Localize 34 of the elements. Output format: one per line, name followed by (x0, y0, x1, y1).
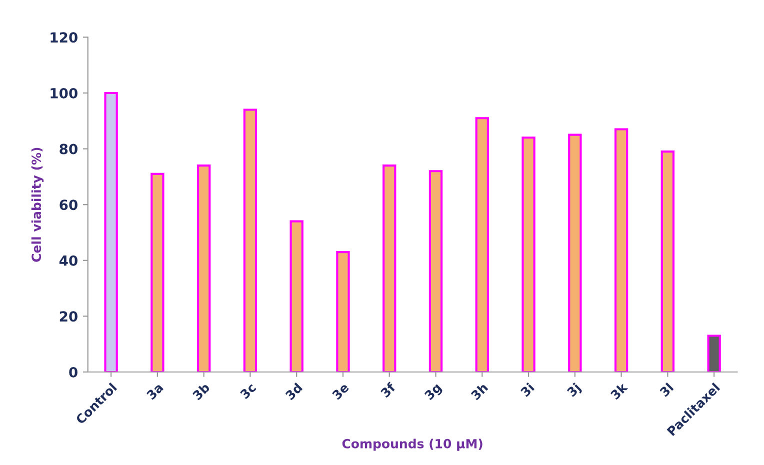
x-tick-label: 3k (610, 382, 628, 400)
x-tick-label: 3i (520, 382, 535, 398)
x-tick-label: 3h (470, 382, 488, 400)
bar (243, 108, 258, 372)
x-tick-label: 3a (146, 382, 164, 400)
x-tick-label: 3e (332, 382, 350, 400)
x-tick-label: 3b (192, 382, 210, 400)
y-tick-label: 120 (50, 32, 78, 43)
bar (382, 164, 396, 372)
bar (475, 117, 489, 372)
bar (104, 92, 118, 372)
x-axis-title: Compounds (10 µM) (342, 438, 482, 451)
y-tick-label: 100 (50, 88, 78, 98)
bar (660, 150, 675, 372)
bar (707, 334, 721, 372)
bar (568, 134, 582, 372)
bar (196, 164, 211, 372)
bar (336, 250, 350, 372)
y-tick-label: 20 (60, 311, 78, 322)
y-tick-label: 60 (60, 200, 78, 210)
x-tick-label: 3f (380, 382, 396, 398)
bar (150, 172, 164, 372)
x-tick-label: 3j (566, 382, 583, 399)
x-tick-label: 3d (284, 382, 303, 400)
x-tick-label: 3g (424, 382, 444, 402)
x-tick-label: 3c (240, 382, 256, 400)
bar (290, 220, 304, 372)
y-axis-title: Cell viability (%) (31, 148, 44, 262)
y-tick-label: 0 (69, 366, 78, 378)
bar (614, 128, 628, 372)
y-tick-label: 80 (60, 144, 78, 154)
bar (522, 136, 536, 372)
bar (428, 170, 443, 372)
y-tick-label: 40 (59, 255, 78, 266)
